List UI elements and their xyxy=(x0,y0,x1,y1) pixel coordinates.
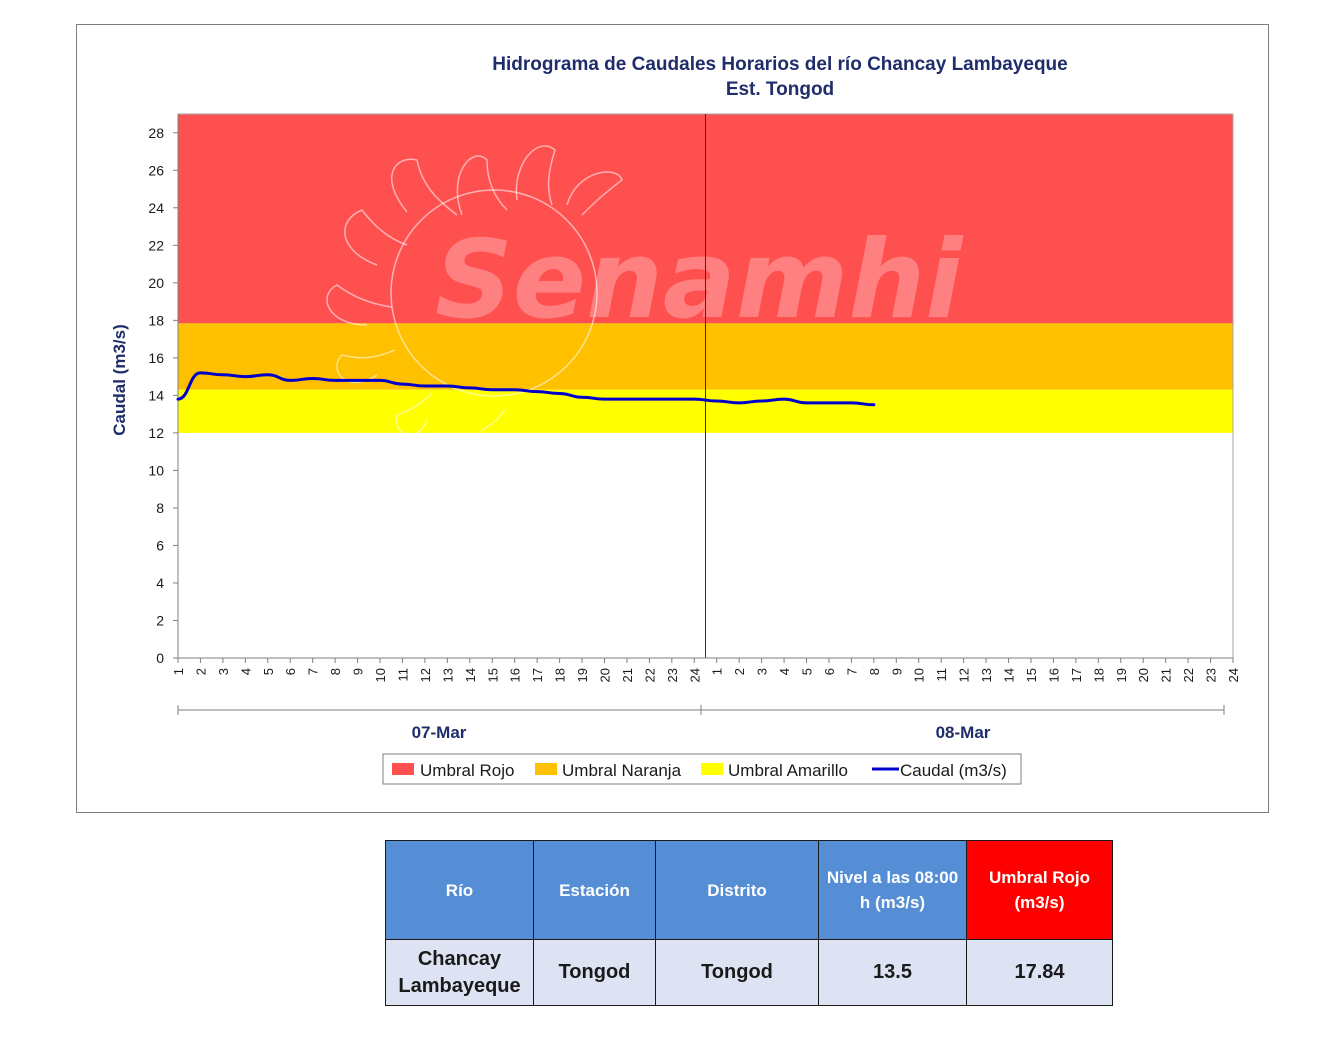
x-tick-label: 13 xyxy=(440,668,455,682)
chart-title-line-2: Est. Tongod xyxy=(726,79,834,100)
chart-canvas: Hidrograma de Caudales Horarios del río … xyxy=(110,54,1241,785)
chart-legend: Umbral Rojo Umbral Naranja Umbral Amaril… xyxy=(382,753,1022,785)
x-tick-label: 2 xyxy=(193,668,208,675)
y-tick-label: 14 xyxy=(148,387,164,403)
x-tick-label: 14 xyxy=(463,668,478,682)
legend-label-caudal: Caudal (m3/s) xyxy=(900,761,1007,780)
cell-distrito: Tongod xyxy=(655,939,819,1006)
x-tick-label: 22 xyxy=(642,668,657,682)
x-tick-label: 16 xyxy=(508,668,523,682)
legend-label-naranja: Umbral Naranja xyxy=(562,761,682,780)
x-tick-label: 24 xyxy=(1226,668,1241,682)
x-tick-label: 5 xyxy=(800,668,815,675)
y-tick-label: 8 xyxy=(156,500,164,516)
x-tick-label: 3 xyxy=(216,668,231,675)
hydrograph-chart: Hidrograma de Caudales Horarios del río … xyxy=(76,24,1269,813)
legend-label-rojo: Umbral Rojo xyxy=(420,761,514,780)
y-tick-label: 24 xyxy=(148,200,164,216)
x-tick-label: 6 xyxy=(283,668,298,675)
header-distrito: Distrito xyxy=(655,840,819,940)
x-tick-label: 15 xyxy=(1024,668,1039,682)
group-label-1: 08-Mar xyxy=(936,723,991,742)
series-line-0 xyxy=(176,371,876,407)
chart-title: Hidrograma de Caudales Horarios del río … xyxy=(492,54,1067,100)
y-tick-label: 12 xyxy=(148,425,164,441)
x-tick-label: 2 xyxy=(732,668,747,675)
x-tick-label: 10 xyxy=(912,668,927,682)
chart-title-line-1: Hidrograma de Caudales Horarios del río … xyxy=(492,54,1067,75)
header-rio: Río xyxy=(385,840,534,940)
x-tick-label: 11 xyxy=(395,668,410,682)
series-caudal xyxy=(176,371,876,407)
x-tick-label: 19 xyxy=(575,668,590,682)
x-tick-label: 21 xyxy=(620,668,635,682)
y-tick-label: 16 xyxy=(148,350,164,366)
x-tick-label: 5 xyxy=(261,668,276,675)
table-header-row: Río Estación Distrito Nivel a las 08:00 … xyxy=(385,840,1113,940)
y-tick-label: 22 xyxy=(148,237,164,253)
x-axis: 1 2 3 4 5 6 7 8 9 10 11 12 13 14 15 16 17 18 19 20 21 22 23 24 1… xyxy=(171,657,1241,742)
y-tick-label: 0 xyxy=(156,650,164,666)
x-tick-label: 20 xyxy=(597,668,612,682)
x-tick-label: 8 xyxy=(328,668,343,675)
header-umbral-rojo: Umbral Rojo (m3/s) xyxy=(966,840,1113,940)
x-tick-label: 10 xyxy=(373,668,388,682)
x-tick-label: 23 xyxy=(665,668,680,682)
x-tick-label: 19 xyxy=(1114,668,1129,682)
station-info-table: Río Estación Distrito Nivel a las 08:00 … xyxy=(385,840,1113,1006)
x-tick-label: 6 xyxy=(822,668,837,675)
x-tick-label: 8 xyxy=(867,668,882,675)
x-tick-label: 4 xyxy=(238,668,253,675)
y-tick-label: 6 xyxy=(156,537,164,553)
x-tick-label: 22 xyxy=(1181,668,1196,682)
x-tick-label: 21 xyxy=(1159,668,1174,682)
x-tick-label: 18 xyxy=(553,668,568,682)
x-tick-label: 24 xyxy=(687,668,702,682)
x-tick-label: 15 xyxy=(485,668,500,682)
y-tick-label: 10 xyxy=(148,462,164,478)
cell-rio: Chancay Lambayeque xyxy=(385,939,534,1006)
x-tick-label: 20 xyxy=(1136,668,1151,682)
legend-swatch-amarillo xyxy=(701,763,723,775)
x-tick-label: 17 xyxy=(1069,668,1084,682)
y-tick-label: 18 xyxy=(148,312,164,328)
x-tick-label: 9 xyxy=(889,668,904,675)
x-tick-label: 7 xyxy=(306,668,321,675)
sun-logo-icon xyxy=(326,145,623,449)
y-tick-label: 28 xyxy=(148,125,164,141)
x-tick-label: 14 xyxy=(1002,668,1017,682)
x-tick-label: 3 xyxy=(755,668,770,675)
y-tick-label: 20 xyxy=(148,275,164,291)
cell-nivel: 13.5 xyxy=(818,939,967,1006)
cell-umbral-rojo: 17.84 xyxy=(966,939,1113,1006)
legend-swatch-rojo xyxy=(392,763,414,775)
y-tick-label: 4 xyxy=(156,575,164,591)
x-tick-label: 23 xyxy=(1204,668,1219,682)
x-tick-label: 1 xyxy=(171,668,186,675)
x-tick-label: 18 xyxy=(1091,668,1106,682)
y-tick-label: 26 xyxy=(148,162,164,178)
header-nivel: Nivel a las 08:00 h (m3/s) xyxy=(818,840,967,940)
x-tick-label: 9 xyxy=(351,668,366,675)
cell-estacion: Tongod xyxy=(533,939,656,1006)
x-tick-label: 12 xyxy=(957,668,972,682)
x-tick-label: 12 xyxy=(418,668,433,682)
x-tick-label: 4 xyxy=(777,668,792,675)
legend-swatch-naranja xyxy=(535,763,557,775)
x-tick-label: 1 xyxy=(710,668,725,675)
senamhi-watermark: Senamhi xyxy=(326,145,964,449)
table-row: Chancay Lambayeque Tongod Tongod 13.5 17… xyxy=(385,939,1113,1006)
x-tick-label: 16 xyxy=(1046,668,1061,682)
group-label-0: 07-Mar xyxy=(412,723,467,742)
watermark-text: Senamhi xyxy=(435,218,964,343)
x-tick-label: 13 xyxy=(979,668,994,682)
y-tick-label: 2 xyxy=(156,612,164,628)
header-estacion: Estación xyxy=(533,840,656,940)
y-axis-label: Caudal (m3/s) xyxy=(110,324,129,435)
x-tick-label: 7 xyxy=(844,668,859,675)
x-tick-label: 11 xyxy=(934,668,949,682)
legend-label-amarillo: Umbral Amarillo xyxy=(728,761,848,780)
x-tick-label: 17 xyxy=(530,668,545,682)
